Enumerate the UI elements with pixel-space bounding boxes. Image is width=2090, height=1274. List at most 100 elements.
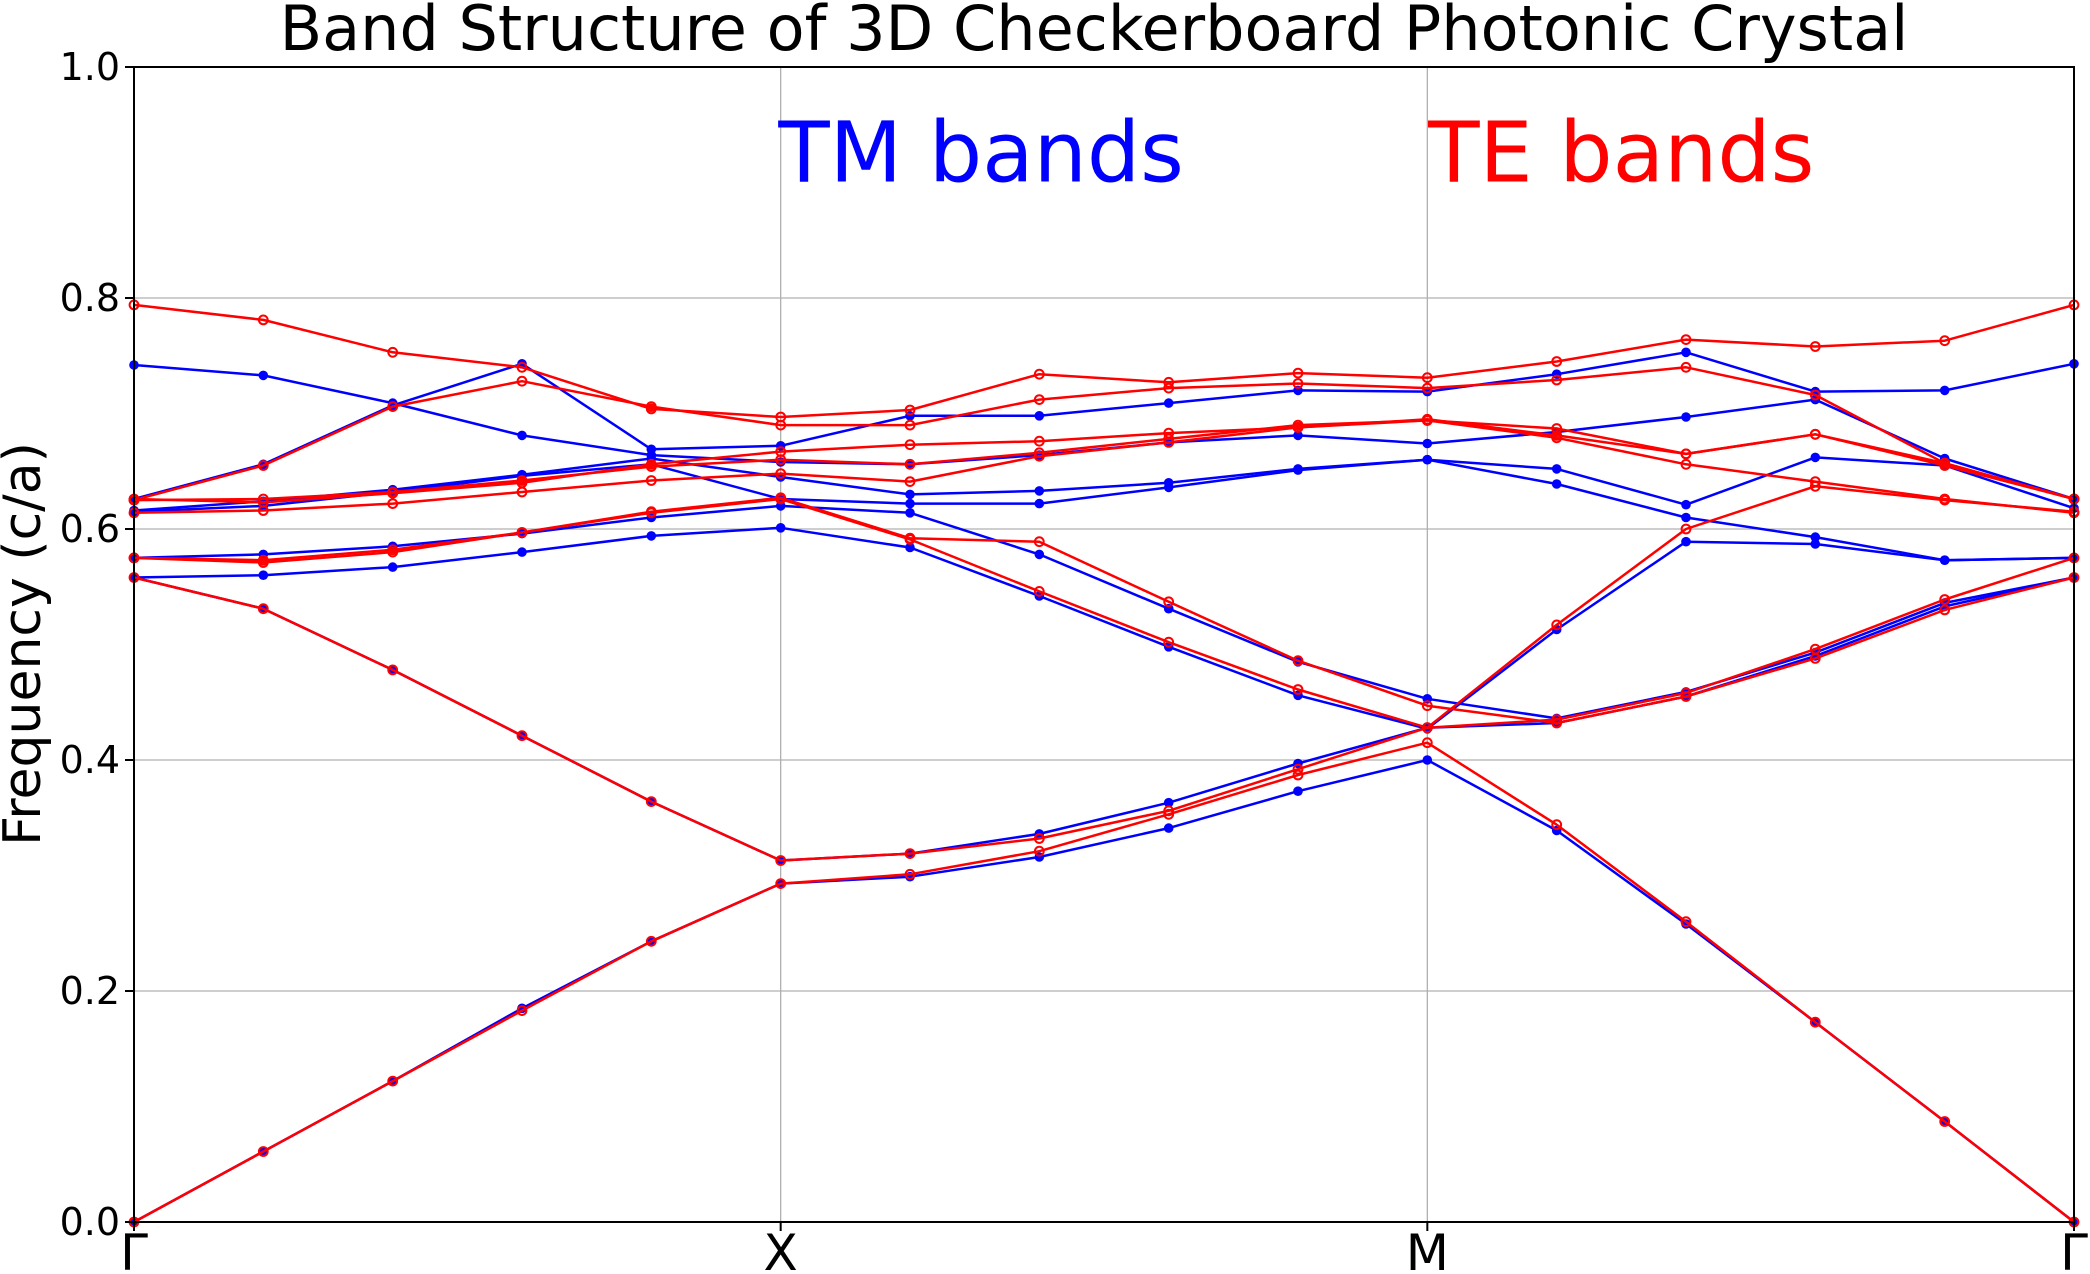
- x-tick-label: Γ: [2060, 1224, 2088, 1274]
- band-point: [1939, 604, 1951, 616]
- band-line: [133, 458, 2075, 562]
- band-point: [1809, 476, 1821, 488]
- band-point: [1939, 493, 1951, 505]
- band-point: [1163, 433, 1175, 445]
- te-band-16: [128, 413, 2080, 508]
- band-point: [1163, 596, 1175, 608]
- band-point: [775, 878, 787, 889]
- y-axis-label: Frequency (c/a): [0, 442, 53, 846]
- band-point: [1809, 653, 1821, 664]
- band-point: [1810, 452, 1821, 463]
- band-point: [775, 468, 787, 480]
- band-point: [1809, 1016, 1821, 1028]
- band-point: [516, 375, 528, 387]
- band-point: [1551, 464, 1562, 474]
- band-point: [1939, 594, 1951, 605]
- band-point: [1033, 833, 1045, 844]
- band-point: [1293, 786, 1303, 796]
- band-point: [1681, 347, 1691, 358]
- y-axis: 0.0 0.2 0.4 0.6 0.8 1.0: [60, 45, 134, 1244]
- band-line: [133, 418, 2075, 504]
- grid: [133, 66, 2075, 1223]
- plot-frame: [133, 66, 2075, 1223]
- band-point: [258, 370, 269, 381]
- band-point: [516, 730, 528, 742]
- band-point: [257, 603, 269, 615]
- band-point: [1551, 619, 1563, 631]
- x-tick-label: X: [764, 1224, 798, 1274]
- band-point: [1163, 823, 1174, 833]
- band-point: [905, 489, 915, 500]
- band-point: [1292, 769, 1304, 781]
- band-point: [257, 554, 269, 566]
- band-point: [904, 439, 916, 451]
- series-layer: [128, 299, 2080, 1228]
- te-band-12: [128, 415, 2080, 519]
- tm-band-2: [129, 523, 2079, 734]
- tm-band-6: [129, 347, 2079, 504]
- band-point: [1680, 523, 1692, 535]
- band-point: [1810, 532, 1821, 542]
- band-point: [904, 848, 916, 859]
- y-tick-label: 0.4: [60, 738, 120, 782]
- band-line: [133, 363, 2075, 501]
- band-line: [133, 456, 2075, 512]
- band-point: [257, 1146, 269, 1157]
- band-point: [1163, 636, 1175, 648]
- band-point: [1163, 478, 1174, 488]
- band-point: [1292, 763, 1304, 775]
- te-band-11: [128, 492, 2080, 729]
- y-tick-label: 1.0: [60, 45, 120, 89]
- band-point: [1293, 430, 1303, 441]
- band-point: [257, 460, 269, 471]
- band-point: [645, 796, 657, 807]
- band-point: [1551, 374, 1563, 386]
- band-point: [1680, 361, 1692, 373]
- band-point: [1292, 378, 1304, 389]
- band-line: [133, 496, 2075, 725]
- band-line: [133, 303, 2075, 419]
- band-point: [646, 531, 657, 541]
- band-point: [1034, 549, 1045, 560]
- band-point: [1551, 479, 1562, 489]
- band-point: [905, 508, 915, 518]
- band-point: [516, 361, 528, 373]
- y-tick-label: 0.0: [60, 1200, 120, 1244]
- band-point: [1293, 464, 1303, 474]
- y-tick-label: 0.8: [60, 276, 120, 320]
- band-point: [1421, 700, 1433, 712]
- band-point: [516, 1005, 528, 1016]
- band-point: [1292, 367, 1304, 379]
- band-point: [1163, 805, 1175, 817]
- band-point: [775, 411, 787, 423]
- band-point: [257, 497, 269, 508]
- annotation-tm-bands: TM bands: [777, 104, 1184, 202]
- band-point: [1680, 916, 1692, 928]
- band-point: [1810, 539, 1821, 549]
- band-point: [1292, 655, 1304, 667]
- band-point: [1033, 536, 1045, 548]
- band-point: [1681, 499, 1691, 510]
- band-line: [133, 419, 2075, 515]
- band-point: [387, 1075, 399, 1087]
- band-point: [387, 498, 399, 510]
- band-point: [645, 475, 657, 486]
- band-point: [516, 527, 528, 538]
- te-band-8: [128, 737, 2080, 1228]
- band-point: [1033, 368, 1045, 380]
- band-point: [905, 498, 915, 509]
- band-point: [645, 403, 657, 415]
- band-point: [775, 523, 786, 533]
- band-point: [904, 404, 916, 416]
- band-point: [1939, 555, 1950, 565]
- band-line: [133, 576, 2075, 862]
- band-point: [1034, 411, 1045, 421]
- band-point: [1809, 428, 1821, 440]
- band-point: [1421, 722, 1433, 734]
- te-band-10: [128, 480, 2080, 734]
- band-point: [1033, 845, 1045, 857]
- band-point: [1033, 394, 1045, 406]
- band-point: [1034, 486, 1045, 496]
- y-tick-label: 0.2: [60, 969, 120, 1013]
